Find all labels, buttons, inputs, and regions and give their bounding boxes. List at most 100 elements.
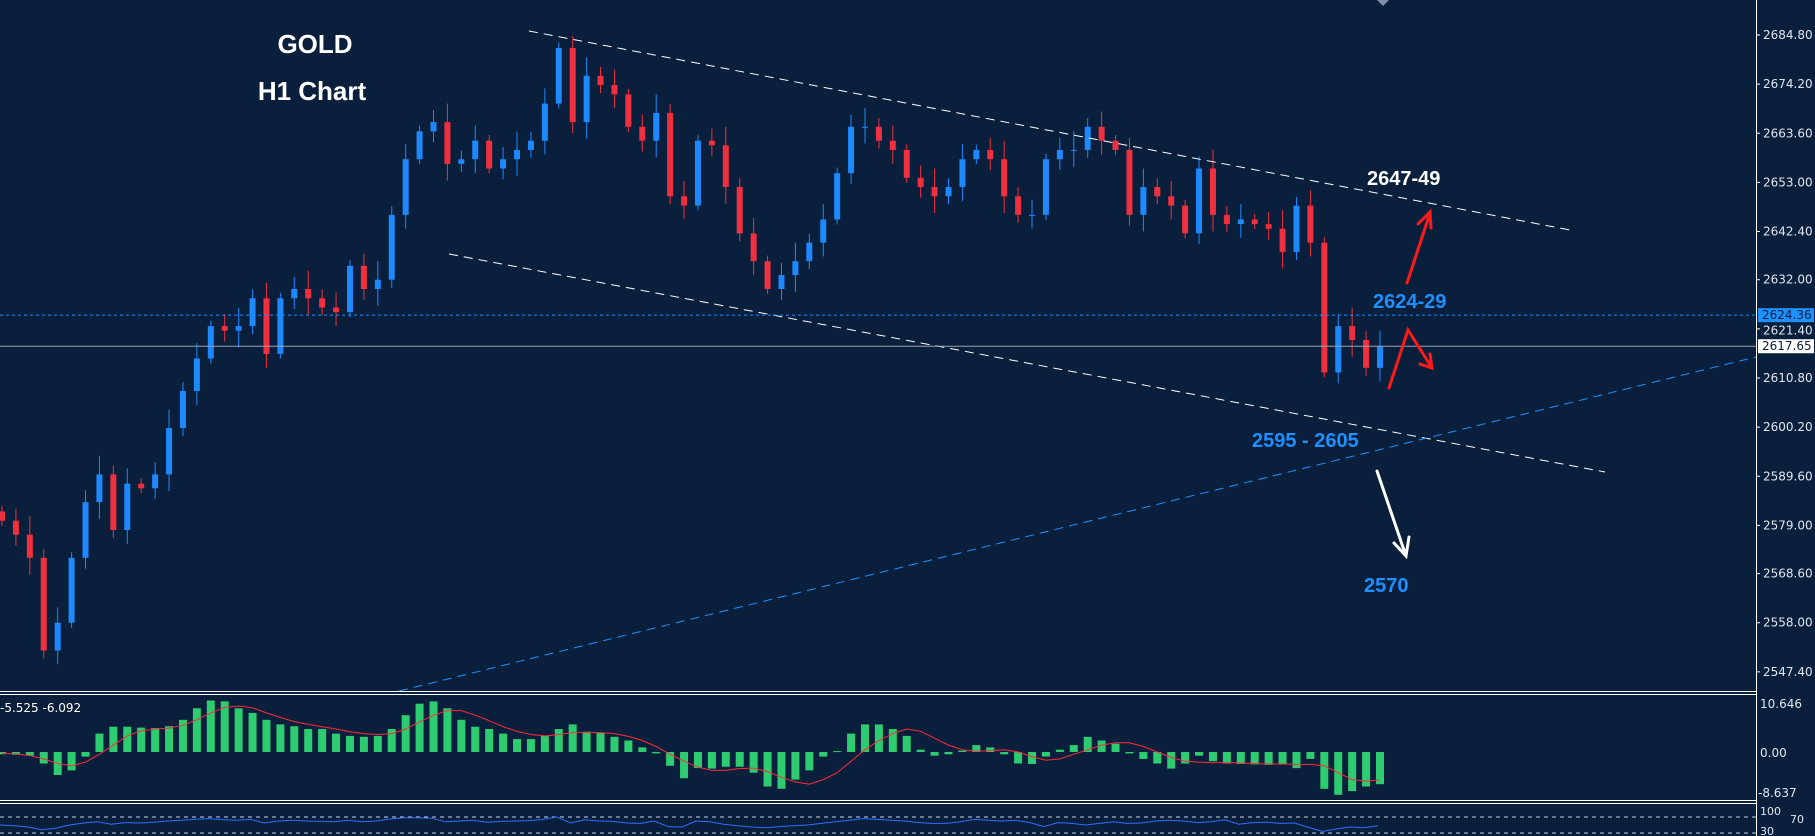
rsi-line (0, 816, 1379, 832)
macd-bar (304, 729, 313, 752)
candle (54, 607, 61, 665)
candle-body (1154, 187, 1161, 197)
candle-body (1056, 149, 1063, 160)
macd-bar (888, 729, 897, 752)
candle (486, 135, 493, 174)
candle (541, 88, 548, 155)
macd-bar (1125, 752, 1134, 754)
candle-body (138, 483, 145, 489)
candle-body (597, 75, 604, 86)
price-tick-label: 2642.40 (1763, 225, 1813, 239)
macd-bar (290, 726, 299, 752)
up-arrow-icon (1405, 208, 1433, 285)
rsi-axis-tick: 100 (1760, 805, 1781, 818)
lower-channel-line[interactable] (448, 253, 1606, 473)
macd-bar (972, 745, 981, 752)
candle (903, 144, 910, 183)
candle (1015, 187, 1022, 223)
candle (110, 465, 117, 538)
candle (374, 261, 381, 306)
candle (806, 233, 813, 270)
candle-body (500, 159, 507, 169)
candle (1335, 314, 1342, 384)
candle-body (834, 173, 841, 220)
candle-body (1084, 126, 1091, 150)
candle-body (875, 126, 882, 141)
candle (1223, 206, 1230, 233)
candle-body (1237, 219, 1244, 225)
candle-body (1335, 326, 1342, 373)
candle-body (639, 126, 646, 141)
price-tick-label: 2579.00 (1763, 518, 1813, 532)
candle-body (514, 149, 521, 160)
candle (736, 178, 743, 242)
candle (1001, 140, 1008, 213)
macd-bar (819, 752, 828, 757)
candle-body (68, 557, 75, 623)
candle (333, 292, 340, 326)
upper-channel-line[interactable] (528, 30, 1571, 231)
candle (166, 409, 173, 492)
candle-body (917, 177, 924, 188)
candle (945, 178, 952, 205)
macd-bar (206, 700, 215, 752)
candle (193, 343, 200, 405)
candle-body (987, 149, 994, 160)
macd-bar (39, 752, 48, 764)
macd-bar (1278, 752, 1287, 764)
macd-bar (192, 708, 201, 752)
macd-bar (123, 726, 132, 752)
macd-bar (429, 701, 438, 752)
macd-bar (916, 749, 925, 752)
macd-bar (1320, 752, 1329, 789)
candle (277, 292, 284, 359)
macd-bar (958, 750, 967, 752)
macd-axis-tick: 10.646 (1760, 697, 1802, 711)
macd-bar (666, 752, 675, 766)
price-tick-label: 2653.00 (1763, 175, 1813, 189)
candle (889, 125, 896, 164)
chart-shift-marker-icon[interactable] (1377, 0, 1389, 6)
rsi-axis-tick: 30 (1760, 825, 1774, 836)
macd-bar (1222, 752, 1231, 764)
chart-timeframe-title: H1 Chart (258, 76, 367, 106)
candle-body (1349, 326, 1356, 340)
candle-body (764, 261, 771, 289)
macd-bar (874, 724, 883, 752)
candle (778, 263, 785, 300)
candle-body (472, 140, 479, 160)
macd-bar (1306, 752, 1315, 759)
macd-bar (1250, 752, 1259, 765)
rising-trendline[interactable] (398, 356, 1757, 692)
candle (555, 42, 562, 109)
candle (583, 57, 590, 139)
price-axis[interactable]: 2684.80 2674.20 2663.60 2653.00 2642.40 2632.… (1756, 28, 1813, 679)
candle-body (889, 140, 896, 150)
price-tick-label: 2674.20 (1763, 77, 1813, 91)
current-price-tag (1758, 339, 1814, 354)
macd-bar (359, 736, 368, 752)
candle-body (333, 307, 340, 313)
candle (527, 131, 534, 158)
macd-bar (1236, 752, 1245, 764)
candle-body (527, 140, 534, 150)
candle-body (486, 140, 493, 169)
zigzag-arrow-icon (1387, 326, 1434, 390)
candle (416, 125, 423, 165)
macd-bar (791, 752, 800, 780)
candle-body (291, 288, 298, 299)
candle-body (820, 219, 827, 243)
down-arrow-icon (1375, 469, 1411, 560)
candle (1377, 330, 1383, 382)
price-tick-label: 2547.40 (1763, 665, 1813, 679)
candle (875, 117, 882, 149)
macd-bar (345, 735, 354, 752)
candle-body (430, 122, 437, 132)
macd-bar (847, 733, 856, 752)
price-tick-label: 2663.60 (1763, 126, 1813, 140)
candle (360, 253, 367, 300)
candle (346, 260, 353, 318)
candle-body (179, 390, 186, 429)
macd-axis-tick: 0.00 (1760, 746, 1787, 760)
